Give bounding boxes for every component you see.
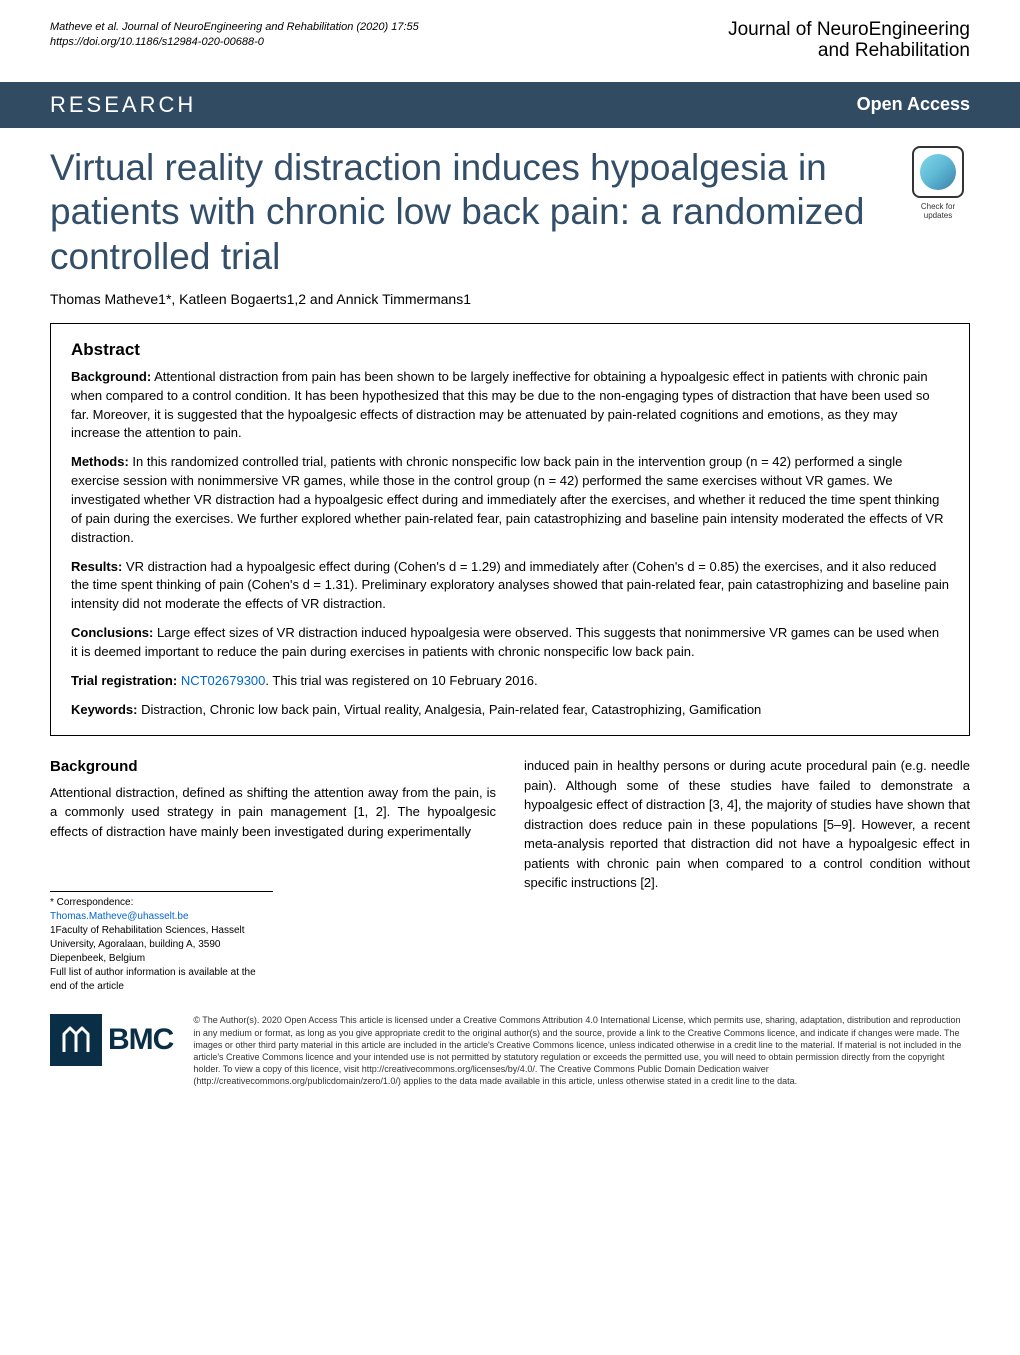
abstract-trial-label: Trial registration: (71, 673, 177, 688)
footer-license-box: BMC © The Author(s). 2020 Open Access Th… (50, 1014, 970, 1087)
bmc-text: BMC (108, 1023, 173, 1057)
abstract-keywords: Keywords: Distraction, Chronic low back … (71, 701, 949, 720)
abstract-trial-text: . This trial was registered on 10 Februa… (265, 673, 537, 688)
correspondence-affiliation: 1Faculty of Rehabilitation Sciences, Has… (50, 924, 273, 966)
correspondence-email[interactable]: Thomas.Matheve@uhasselt.be (50, 911, 189, 922)
bmc-logo: BMC (50, 1014, 173, 1066)
col2-paragraph: induced pain in healthy persons or durin… (524, 756, 970, 893)
article-title: Virtual reality distraction induces hypo… (50, 146, 906, 279)
correspondence-note: Full list of author information is avail… (50, 966, 273, 994)
col1-paragraph: Attentional distraction, defined as shif… (50, 783, 496, 842)
column-right: induced pain in healthy persons or durin… (524, 756, 970, 994)
background-heading: Background (50, 756, 496, 779)
open-access-label: Open Access (857, 94, 970, 115)
check-updates-icon (912, 146, 964, 198)
correspondence-line1: * Correspondence: Thomas.Matheve@uhassel… (50, 896, 273, 924)
abstract-conclusions-label: Conclusions: (71, 625, 153, 640)
abstract-box: Abstract Background: Attentional distrac… (50, 323, 970, 737)
article-type-banner: RESEARCH Open Access (0, 82, 1020, 128)
abstract-methods-label: Methods: (71, 454, 129, 469)
title-section: Virtual reality distraction induces hypo… (0, 128, 1020, 291)
abstract-conclusions: Conclusions: Large effect sizes of VR di… (71, 624, 949, 662)
trial-registration-link[interactable]: NCT02679300 (181, 673, 266, 688)
journal-line1: Journal of NeuroEngineering (728, 20, 970, 41)
abstract-conclusions-text: Large effect sizes of VR distraction ind… (71, 625, 939, 659)
keywords-text: Distraction, Chronic low back pain, Virt… (137, 702, 761, 717)
abstract-methods-text: In this randomized controlled trial, pat… (71, 454, 944, 544)
abstract-results-text: VR distraction had a hypoalgesic effect … (71, 559, 949, 612)
header-row: Matheve et al. Journal of NeuroEngineeri… (0, 0, 1020, 72)
bmc-square-icon (50, 1014, 102, 1066)
citation-block: Matheve et al. Journal of NeuroEngineeri… (50, 20, 419, 51)
abstract-trial: Trial registration: NCT02679300. This tr… (71, 672, 949, 691)
abstract-results-label: Results: (71, 559, 122, 574)
check-updates-badge[interactable]: Check for updates (906, 146, 970, 226)
abstract-results: Results: VR distraction had a hypoalgesi… (71, 558, 949, 615)
citation-line1: Matheve et al. Journal of NeuroEngineeri… (50, 20, 419, 35)
keywords-label: Keywords: (71, 702, 137, 717)
column-left: Background Attentional distraction, defi… (50, 756, 496, 994)
abstract-background-label: Background: (71, 369, 151, 384)
abstract-heading: Abstract (71, 340, 949, 360)
correspondence-block: * Correspondence: Thomas.Matheve@uhassel… (50, 891, 273, 994)
journal-line2: and Rehabilitation (728, 41, 970, 62)
citation-line2: https://doi.org/10.1186/s12984-020-00688… (50, 35, 419, 50)
license-text: © The Author(s). 2020 Open Access This a… (193, 1014, 970, 1087)
body-columns: Background Attentional distraction, defi… (0, 756, 1020, 1014)
abstract-background: Background: Attentional distraction from… (71, 368, 949, 443)
article-type: RESEARCH (50, 92, 196, 118)
journal-logo: Journal of NeuroEngineering and Rehabili… (728, 20, 970, 62)
abstract-methods: Methods: In this randomized controlled t… (71, 453, 949, 547)
authors-line: Thomas Matheve1*, Katleen Bogaerts1,2 an… (0, 291, 1020, 323)
check-updates-label: Check for updates (906, 202, 970, 220)
abstract-background-text: Attentional distraction from pain has be… (71, 369, 930, 441)
